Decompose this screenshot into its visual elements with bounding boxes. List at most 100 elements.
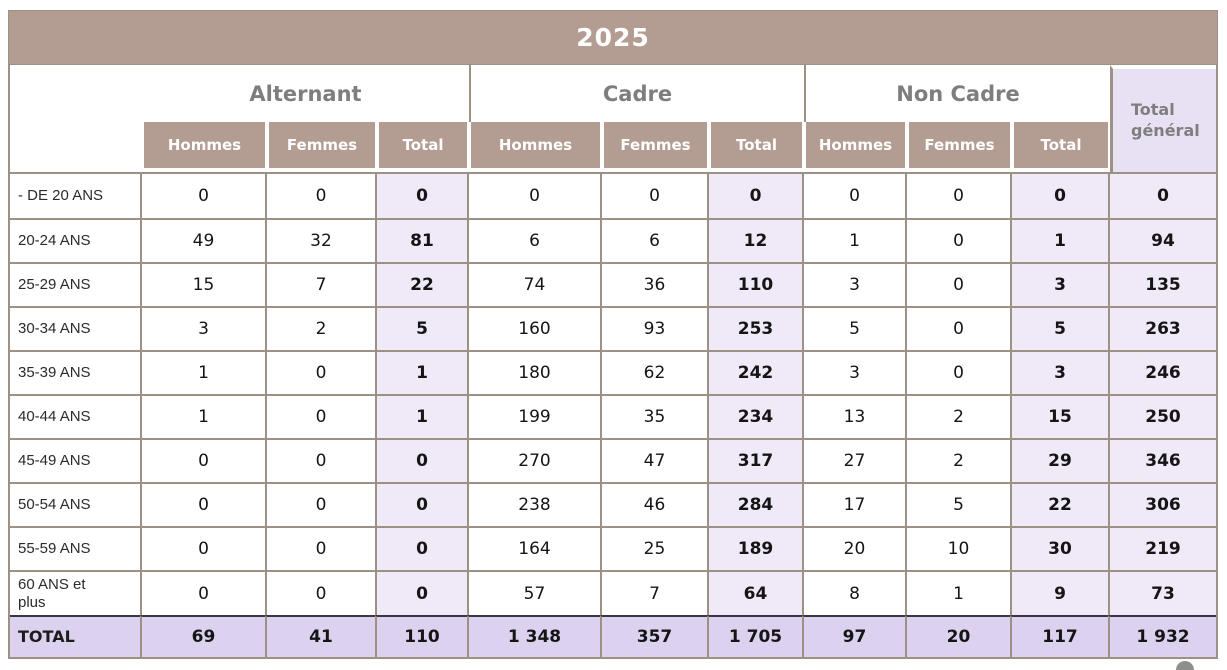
group-total-cell: 1 (1010, 218, 1108, 262)
group-total-cell: 81 (375, 218, 467, 262)
data-cell: 7 (600, 570, 707, 615)
group-total-cell: 3 (1010, 262, 1108, 306)
group-total-cell: 234 (707, 394, 802, 438)
total-general-cell: 73 (1108, 570, 1216, 615)
data-cell: 27 (802, 438, 905, 482)
row-label: 25-29 ANS (10, 262, 140, 306)
data-cell: 57 (467, 570, 600, 615)
year-header: 2025 (8, 10, 1218, 65)
group-total-cell: 253 (707, 306, 802, 350)
data-cell: 17 (802, 482, 905, 526)
data-cell: 0 (265, 570, 375, 615)
group-total-cell: 15 (1010, 394, 1108, 438)
data-cell: 0 (140, 526, 265, 570)
data-cell: 0 (140, 174, 265, 218)
group-total-cell: 117 (1010, 615, 1108, 657)
group-total-cell: 110 (375, 615, 467, 657)
data-cell: 1 348 (467, 615, 600, 657)
data-cell: 0 (265, 394, 375, 438)
data-cell: 270 (467, 438, 600, 482)
total-general-cell: 219 (1108, 526, 1216, 570)
table-body: - DE 20 ANS 0 0 0 0 0 0 0 0 0 0 20-24 ANS 49 32 81 6 6 12… (8, 172, 1218, 659)
data-cell: 357 (600, 615, 707, 657)
data-cell: 3 (802, 350, 905, 394)
group-total-cell: 64 (707, 570, 802, 615)
data-cell: 62 (600, 350, 707, 394)
group-total-cell: 0 (375, 438, 467, 482)
data-cell: 160 (467, 306, 600, 350)
data-cell: 164 (467, 526, 600, 570)
data-cell: 35 (600, 394, 707, 438)
group-total-cell: 317 (707, 438, 802, 482)
total-general-cell: 346 (1108, 438, 1216, 482)
data-cell: 6 (467, 218, 600, 262)
data-cell: 41 (265, 615, 375, 657)
data-cell: 74 (467, 262, 600, 306)
group-total-cell: 0 (707, 174, 802, 218)
total-general-cell: 306 (1108, 482, 1216, 526)
data-cell: 46 (600, 482, 707, 526)
data-cell: 13 (802, 394, 905, 438)
data-cell: 0 (905, 350, 1010, 394)
data-cell: 15 (140, 262, 265, 306)
data-cell: 0 (265, 526, 375, 570)
data-cell: 0 (802, 174, 905, 218)
subheader-alternant-femmes: Femmes (267, 122, 377, 172)
data-cell: 0 (265, 482, 375, 526)
total-general-cell: 94 (1108, 218, 1216, 262)
data-cell: 0 (905, 218, 1010, 262)
data-cell: 7 (265, 262, 375, 306)
data-cell: 69 (140, 615, 265, 657)
data-cell: 5 (905, 482, 1010, 526)
subheader-cadre-femmes: Femmes (602, 122, 709, 172)
data-cell: 2 (905, 438, 1010, 482)
group-total-cell: 0 (375, 174, 467, 218)
group-header-alternant: Alternant (142, 65, 469, 122)
group-total-cell: 242 (707, 350, 802, 394)
data-cell: 1 (802, 218, 905, 262)
data-cell: 0 (140, 570, 265, 615)
data-cell: 36 (600, 262, 707, 306)
group-total-cell: 5 (375, 306, 467, 350)
group-total-cell: 3 (1010, 350, 1108, 394)
group-header-cadre: Cadre (469, 65, 804, 122)
total-general-cell: 263 (1108, 306, 1216, 350)
data-cell: 32 (265, 218, 375, 262)
data-cell: 0 (467, 174, 600, 218)
total-general-cell: 135 (1108, 262, 1216, 306)
data-cell: 0 (265, 174, 375, 218)
subheader-non-cadre-total: Total (1012, 122, 1110, 172)
row-label: 20-24 ANS (10, 218, 140, 262)
subheader-non-cadre-hommes: Hommes (804, 122, 907, 172)
total-general-cell: 1 932 (1108, 615, 1216, 657)
row-label: 55-59 ANS (10, 526, 140, 570)
row-label: 60 ANS et plus (10, 570, 140, 615)
data-cell: 49 (140, 218, 265, 262)
data-cell: 2 (265, 306, 375, 350)
data-cell: 6 (600, 218, 707, 262)
group-total-cell: 0 (375, 526, 467, 570)
row-label: - DE 20 ANS (10, 174, 140, 218)
data-cell: 1 (905, 570, 1010, 615)
data-cell: 0 (905, 174, 1010, 218)
group-header-non-cadre: Non Cadre (804, 65, 1110, 122)
data-cell: 0 (905, 262, 1010, 306)
data-cell: 0 (140, 438, 265, 482)
data-cell: 0 (265, 350, 375, 394)
data-cell: 0 (600, 174, 707, 218)
total-general-cell: 0 (1108, 174, 1216, 218)
group-total-cell: 1 (375, 350, 467, 394)
data-cell: 1 (140, 350, 265, 394)
subheader-cadre-hommes: Hommes (469, 122, 602, 172)
group-total-cell: 22 (1010, 482, 1108, 526)
total-general-cell: 246 (1108, 350, 1216, 394)
group-total-cell: 110 (707, 262, 802, 306)
row-label: 45-49 ANS (10, 438, 140, 482)
group-total-cell: 1 705 (707, 615, 802, 657)
corner-cell (10, 65, 142, 172)
data-cell: 180 (467, 350, 600, 394)
row-label: 30-34 ANS (10, 306, 140, 350)
data-cell: 199 (467, 394, 600, 438)
data-cell: 5 (802, 306, 905, 350)
data-cell: 25 (600, 526, 707, 570)
